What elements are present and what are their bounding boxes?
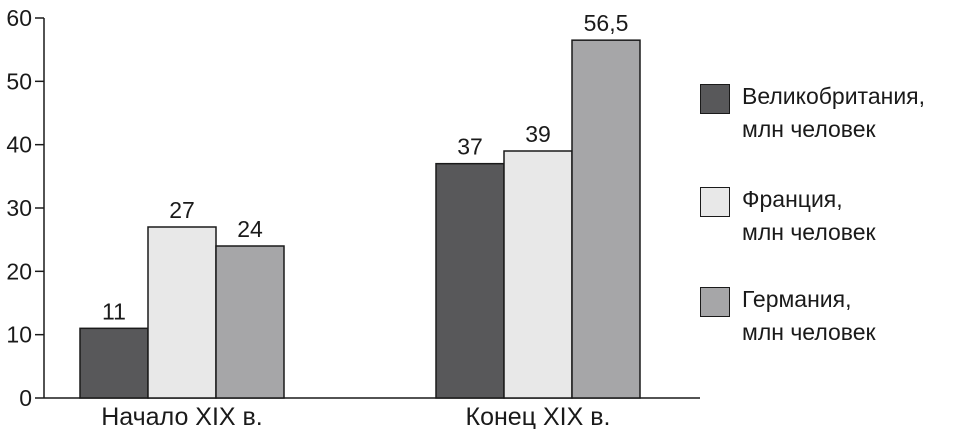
data-labels: 11 27 24 37 39 56,5	[102, 10, 628, 324]
legend-label-great-britain: Великобритания, млн человек	[742, 80, 925, 146]
bar-value-label: 56,5	[584, 10, 629, 36]
y-tick-label: 20	[6, 258, 32, 284]
legend-label-germany: Германия, млн человек	[742, 283, 876, 349]
legend-label-line2: млн человек	[742, 219, 876, 245]
y-tick-label: 30	[6, 195, 32, 221]
legend-label-france: Франция, млн человек	[742, 183, 876, 249]
bar-value-label: 39	[525, 121, 551, 147]
legend-swatch-france	[700, 187, 730, 217]
legend-label-line2: млн человек	[742, 116, 876, 142]
bar	[79, 327, 149, 399]
y-tick-label: 40	[6, 132, 32, 158]
x-category-label: Начало XIX в.	[101, 403, 263, 429]
x-axis: Начало XIX в. Конец XIX в.	[44, 397, 700, 429]
bar-value-label: 27	[169, 197, 195, 223]
legend-swatch-great-britain	[700, 84, 730, 114]
legend-label-line2: млн человек	[742, 319, 876, 345]
bar	[503, 150, 573, 399]
y-tick-label: 10	[6, 322, 32, 348]
legend-label-line1: Великобритания,	[742, 83, 926, 109]
bar-value-label: 11	[102, 298, 126, 324]
legend-swatch-germany	[700, 287, 730, 317]
y-tick-label: 50	[6, 68, 32, 94]
legend-label-line1: Франция,	[742, 186, 843, 212]
bars	[79, 39, 641, 399]
bar	[435, 162, 505, 399]
y-axis: 0 10 20 30 40 50 60	[6, 5, 45, 411]
bar	[147, 226, 217, 399]
bar-value-label: 37	[457, 134, 483, 160]
y-tick-label: 0	[19, 385, 32, 411]
x-category-label: Конец XIX в.	[466, 403, 611, 429]
bar	[215, 245, 285, 399]
y-tick-label: 60	[6, 5, 32, 31]
bar	[571, 39, 641, 399]
legend-label-line1: Германия,	[742, 286, 852, 312]
bar-value-label: 24	[237, 216, 263, 242]
